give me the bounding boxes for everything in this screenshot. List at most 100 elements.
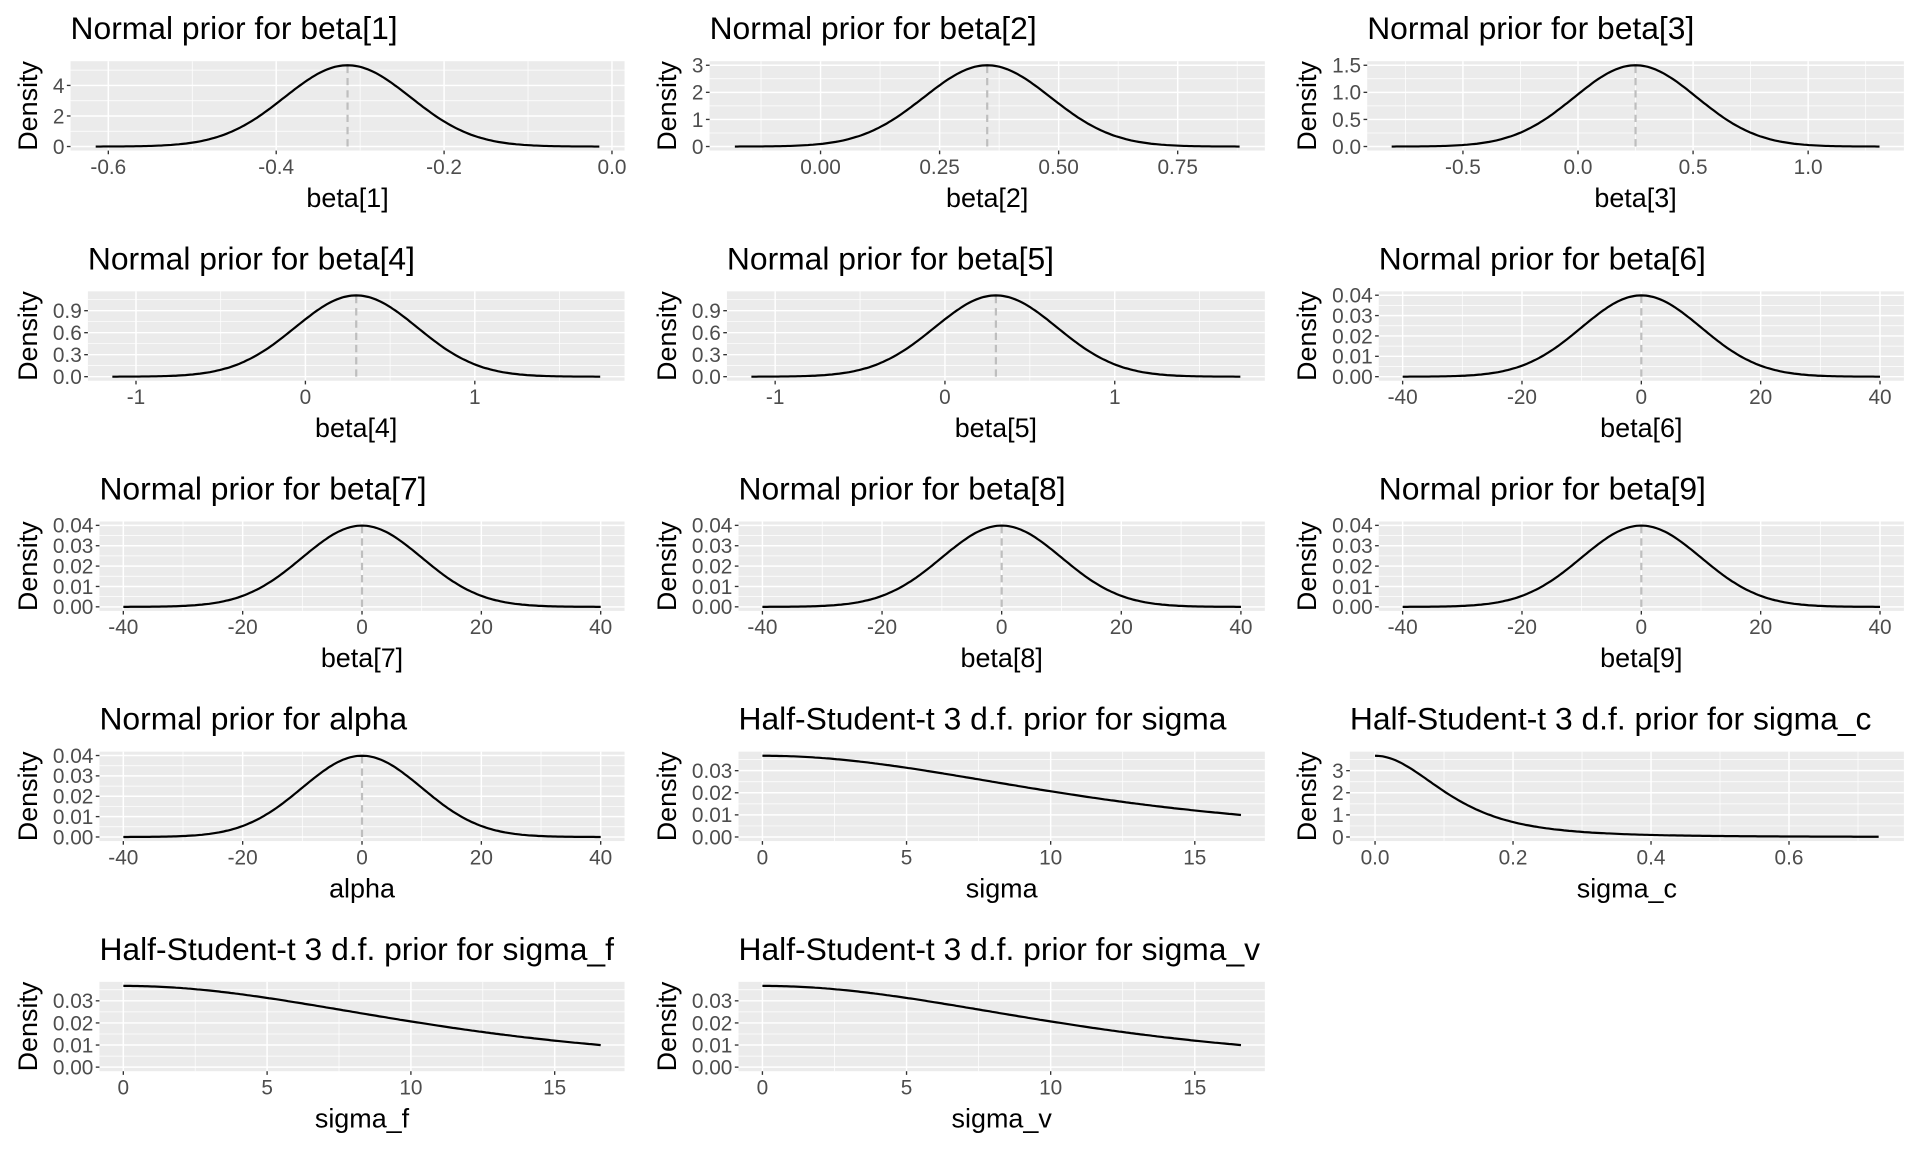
y-tick-label: 0.04 xyxy=(1332,285,1372,308)
x-tick-label: 0 xyxy=(118,1076,130,1099)
y-tick-label: 0.00 xyxy=(692,1056,732,1079)
y-tick-labels: 0 2 4 xyxy=(53,75,65,159)
y-tick-label: 0.6 xyxy=(692,322,721,345)
density-curve xyxy=(1402,294,1881,378)
y-axis-title: Density xyxy=(13,981,43,1071)
x-tick-label: 0 xyxy=(996,616,1008,639)
x-axis-title: beta[2] xyxy=(946,183,1028,213)
panel-title: Normal prior for beta[6] xyxy=(1379,240,1706,276)
x-tick-label: 20 xyxy=(470,616,493,639)
x-axis-title: beta[8] xyxy=(960,643,1042,673)
y-tick-label: 0.01 xyxy=(53,1034,93,1057)
plot-area xyxy=(99,981,625,1072)
y-axis-title: Density xyxy=(1292,521,1322,611)
y-tick-label: 0.02 xyxy=(692,1012,732,1035)
x-axis-title: sigma xyxy=(966,873,1038,903)
density-curve xyxy=(1391,64,1880,148)
x-tick-label: 20 xyxy=(1110,616,1133,639)
density-curve xyxy=(123,984,601,1047)
y-tick-label: 0.01 xyxy=(1332,346,1372,369)
x-axis-title: beta[9] xyxy=(1600,643,1682,673)
x-tick-label: 15 xyxy=(543,1076,566,1099)
y-tick-label: 0.00 xyxy=(1332,596,1372,619)
x-tick-label: -40 xyxy=(747,616,777,639)
y-tick-label: 0.3 xyxy=(692,344,721,367)
x-tick-label: -1 xyxy=(127,386,145,409)
x-tick-label: 10 xyxy=(1039,846,1062,869)
x-axis-title: beta[6] xyxy=(1600,413,1682,443)
y-tick-label: 0.01 xyxy=(53,806,93,829)
y-tick-labels: 0.0 0.5 1.0 1.5 xyxy=(1332,55,1361,159)
y-tick-label: 0.03 xyxy=(53,990,93,1013)
x-tick-label: 20 xyxy=(1749,386,1772,409)
density-curve xyxy=(762,984,1242,1047)
y-tick-label: 0.5 xyxy=(1332,109,1361,132)
density-curve xyxy=(123,754,601,839)
panel-title: Normal prior for beta[2] xyxy=(710,10,1037,46)
x-tick-label: 0.0 xyxy=(598,156,627,179)
y-tick-label: 1.0 xyxy=(1332,82,1361,105)
y-tick-label: 0.03 xyxy=(692,535,732,558)
panel-title: Normal prior for beta[1] xyxy=(71,10,398,46)
y-axis-title: Density xyxy=(652,751,682,841)
x-tick-label: 15 xyxy=(1183,1076,1206,1099)
x-tick-label: 40 xyxy=(1868,616,1891,639)
y-tick-label: 0.00 xyxy=(53,596,93,619)
x-tick-label: 0 xyxy=(1636,386,1648,409)
y-tick-label: 0.6 xyxy=(53,322,82,345)
y-tick-label: 0.02 xyxy=(1332,325,1372,348)
y-tick-label: 0.3 xyxy=(53,344,82,367)
plot-area xyxy=(1349,751,1904,842)
x-tick-label: 5 xyxy=(901,846,913,869)
y-tick-label: 0.03 xyxy=(53,765,93,788)
y-tick-label: 0.04 xyxy=(1332,515,1372,538)
density-curve xyxy=(1374,754,1879,838)
x-tick-label: 1 xyxy=(469,386,481,409)
y-tick-label: 2 xyxy=(53,105,65,128)
y-axis-title: Density xyxy=(652,981,682,1071)
x-tick-label: 0.0 xyxy=(1361,846,1390,869)
x-tick-label: 1.0 xyxy=(1794,156,1823,179)
y-tick-label: 0.00 xyxy=(53,1056,93,1079)
y-tick-label: 0.02 xyxy=(1332,555,1372,578)
x-tick-label: 10 xyxy=(399,1076,422,1099)
y-axis-title: Density xyxy=(1292,751,1322,841)
y-tick-label: 2 xyxy=(1332,782,1344,805)
y-tick-label: 0.03 xyxy=(692,990,732,1013)
y-tick-label: 0.0 xyxy=(1332,136,1361,159)
x-tick-label: 40 xyxy=(589,846,612,869)
y-tick-label: 1 xyxy=(692,109,704,132)
x-tick-label: -1 xyxy=(766,386,785,409)
y-tick-label: 0 xyxy=(692,136,704,159)
panel-title: Half-Student-t 3 d.f. prior for sigma xyxy=(738,701,1226,737)
x-tick-label: -0.2 xyxy=(426,156,462,179)
y-tick-label: 0.9 xyxy=(53,300,82,323)
y-tick-label: 0.00 xyxy=(692,826,732,849)
y-axis-title: Density xyxy=(13,60,43,150)
x-tick-label: 40 xyxy=(1229,616,1252,639)
y-tick-label: 0.01 xyxy=(1332,576,1372,599)
x-tick-label: 0.75 xyxy=(1157,156,1197,179)
y-tick-label: 0.03 xyxy=(1332,535,1372,558)
x-tick-label: -40 xyxy=(108,616,138,639)
y-tick-label: 0.03 xyxy=(1332,305,1372,328)
x-tick-label: 0.6 xyxy=(1775,846,1804,869)
x-tick-label: -40 xyxy=(1388,386,1418,409)
x-tick-label: 0 xyxy=(356,616,368,639)
y-tick-label: 0 xyxy=(1332,826,1344,849)
y-tick-label: 0.01 xyxy=(692,576,732,599)
density-curve xyxy=(123,524,601,608)
panel-title: Half-Student-t 3 d.f. prior for sigma_f xyxy=(99,931,614,967)
y-axis-title: Density xyxy=(1292,291,1322,381)
y-tick-label: 1 xyxy=(1332,804,1344,827)
y-axis-title: Density xyxy=(13,291,43,381)
y-tick-label: 0.00 xyxy=(1332,366,1372,389)
y-tick-label: 0.00 xyxy=(53,826,93,849)
y-tick-label: 0.01 xyxy=(692,1034,732,1057)
y-tick-labels: 0.000.010.020.030.04 xyxy=(53,515,93,619)
y-tick-label: 0 xyxy=(53,136,65,159)
